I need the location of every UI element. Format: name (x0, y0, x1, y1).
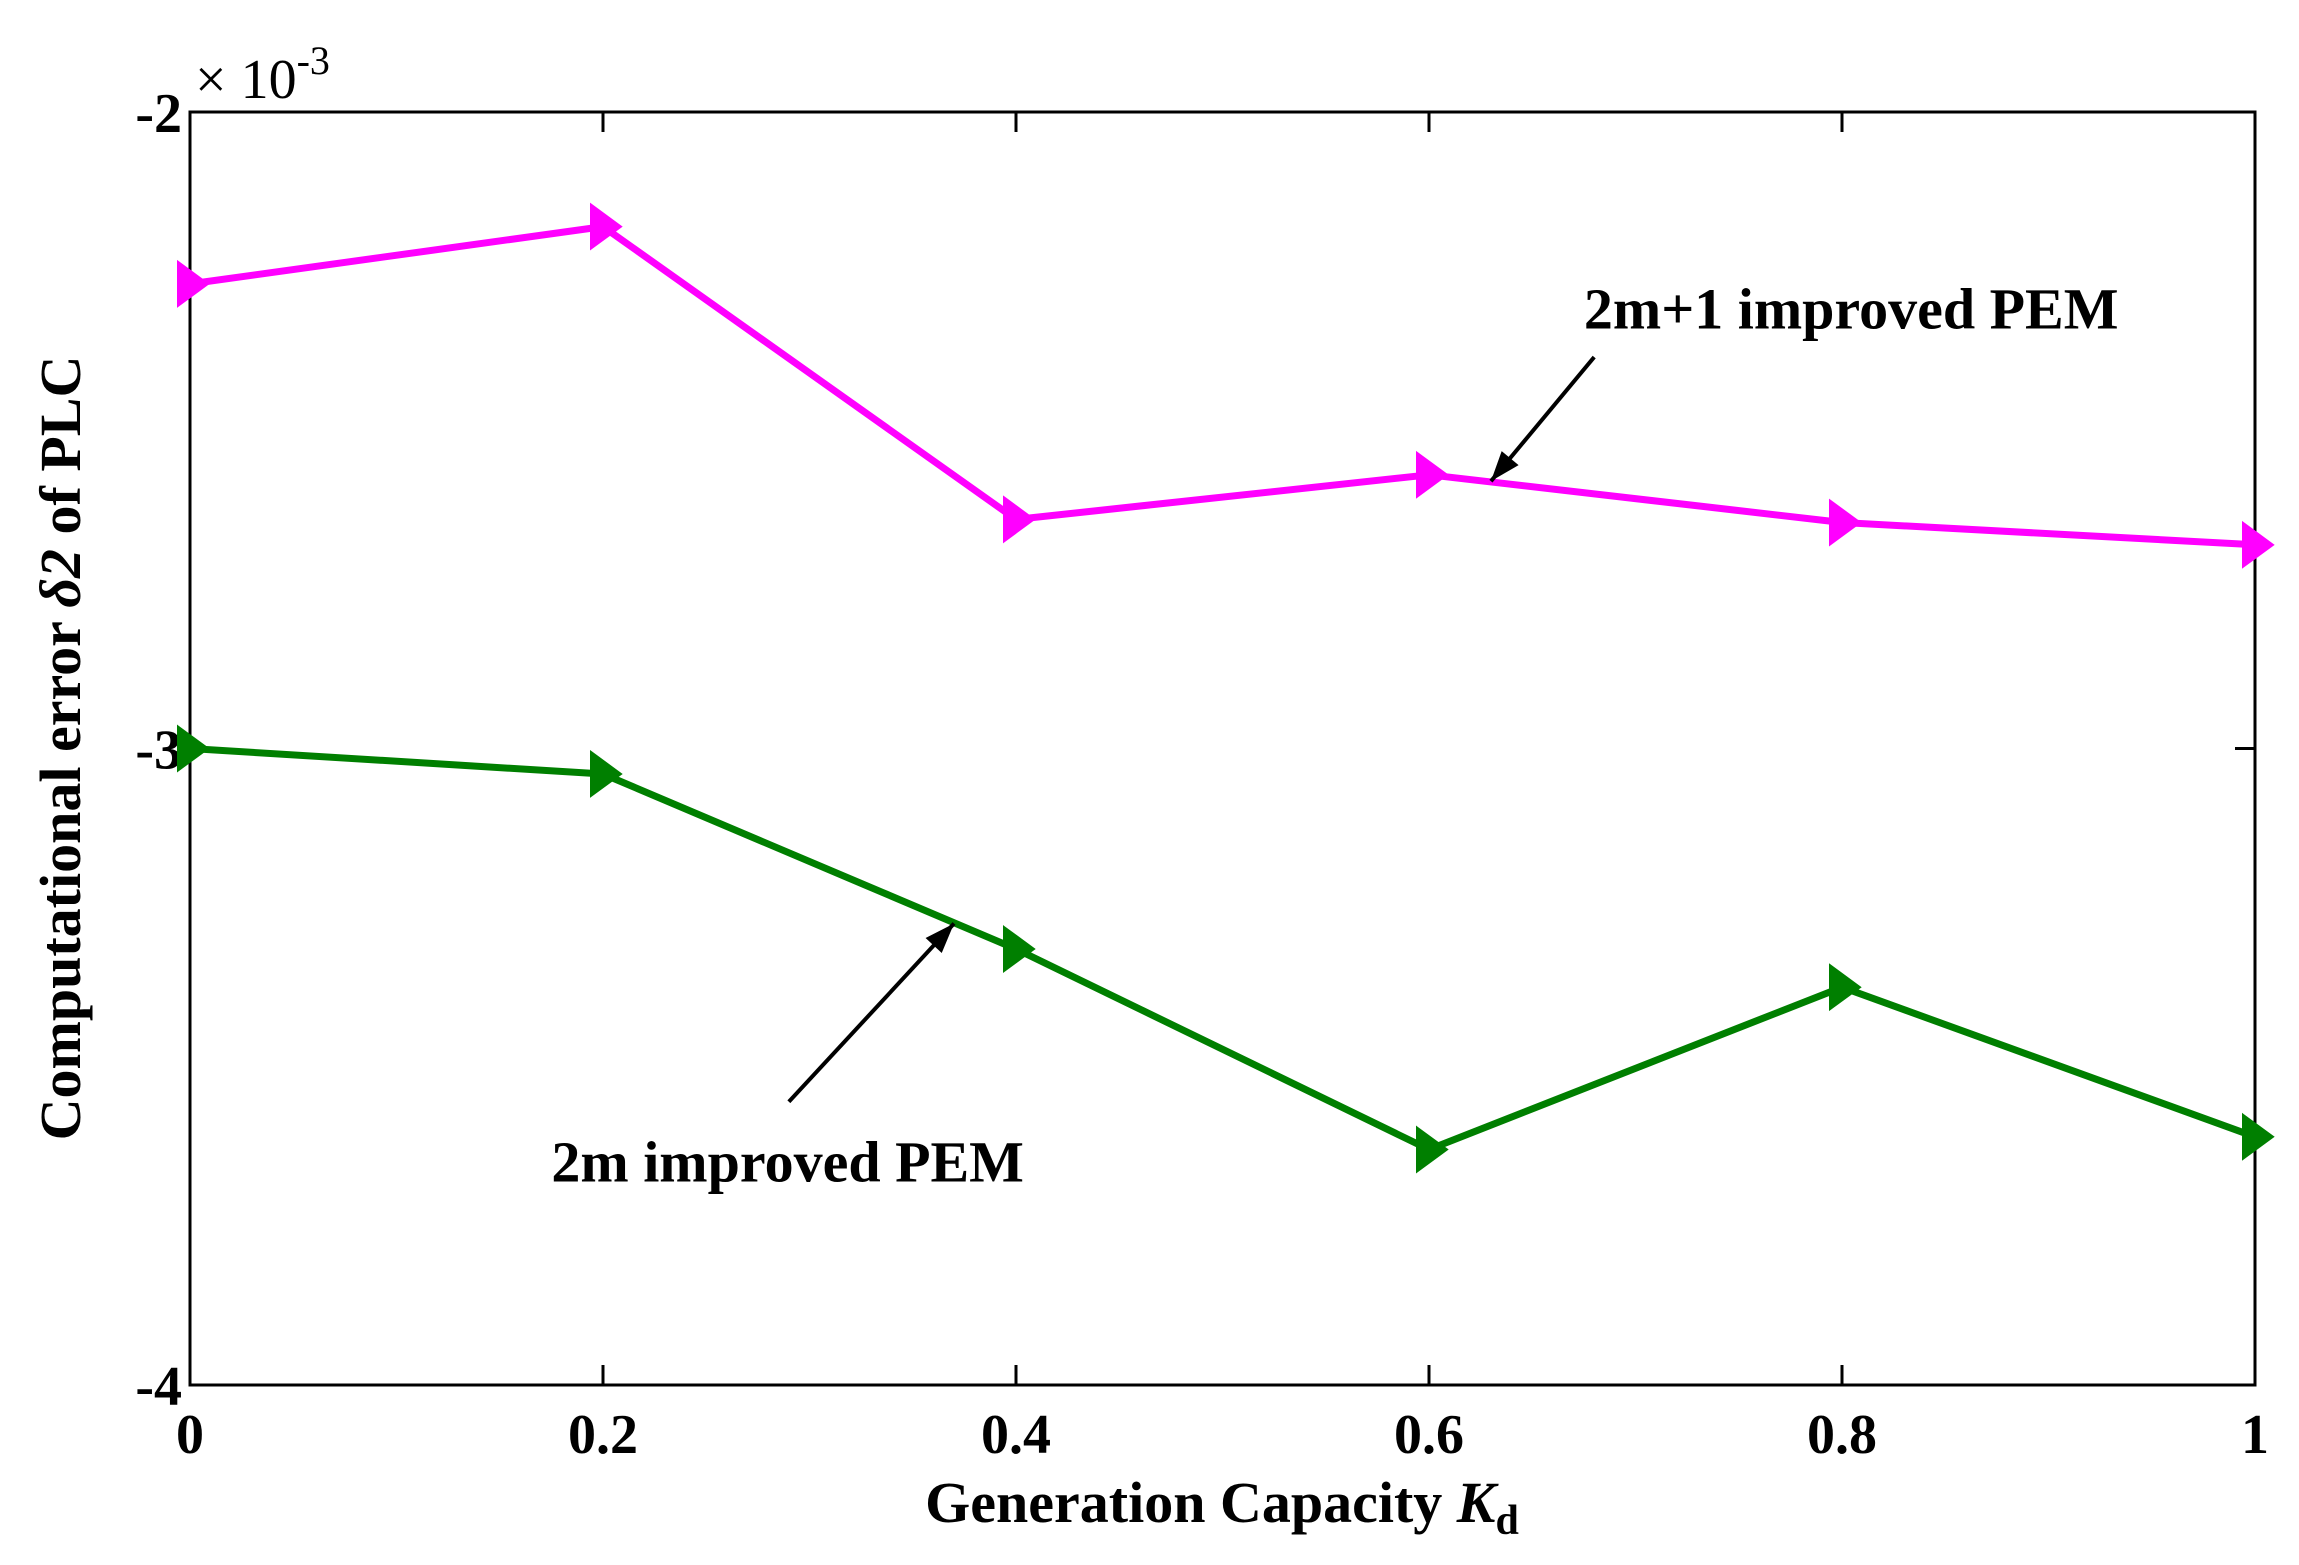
annotation-label-0: 2m+1 improved PEM (1584, 276, 2119, 341)
y-tick-label: -4 (135, 1356, 182, 1418)
series-marker-0 (177, 259, 210, 308)
series-marker-1 (590, 749, 623, 798)
x-tick-label: 1 (2241, 1404, 2269, 1466)
series-marker-0 (1416, 450, 1449, 499)
series-marker-1 (1003, 925, 1036, 973)
x-tick-label: 0.2 (568, 1404, 638, 1466)
annotation-arrowhead-1 (925, 923, 955, 954)
x-tick-label: 0.6 (1394, 1404, 1464, 1466)
x-tick-label: 0.8 (1807, 1404, 1877, 1466)
series-marker-1 (1829, 963, 1862, 1012)
series-marker-0 (1003, 495, 1036, 544)
x-axis-label: Generation Capacity Kd (925, 1470, 1519, 1544)
series-group (177, 202, 2275, 1174)
series-line-1 (189, 745, 2257, 1153)
series-line-0 (189, 223, 2256, 549)
annotation-arrowhead-0 (1490, 451, 1519, 482)
series-marker-0 (590, 202, 623, 251)
series-marker-1 (2242, 1112, 2275, 1161)
series-marker-0 (1829, 498, 1862, 547)
y-axis-label: Computational error δ2 of PLC (28, 356, 93, 1141)
annotations: 2m+1 improved PEM 2m improved PEM (551, 276, 2118, 1194)
x-tick-label: 0.4 (981, 1404, 1051, 1466)
series-marker-1 (1416, 1125, 1449, 1174)
axis-ticks: 0 0.2 0.4 0.6 0.8 1 -2 -3 -4 (135, 83, 2269, 1466)
series-marker-0 (2242, 520, 2275, 569)
y-tick-label: -2 (135, 83, 182, 145)
annotation-arrow-1 (787, 922, 956, 1104)
series-marker-1 (177, 724, 210, 773)
x-tick-label: 0 (176, 1404, 204, 1466)
annotation-label-1: 2m improved PEM (551, 1129, 1024, 1194)
y-tick-label: -3 (135, 720, 182, 782)
plot-area (188, 110, 2257, 1387)
y-multiplier: × 10-3 (195, 38, 330, 111)
